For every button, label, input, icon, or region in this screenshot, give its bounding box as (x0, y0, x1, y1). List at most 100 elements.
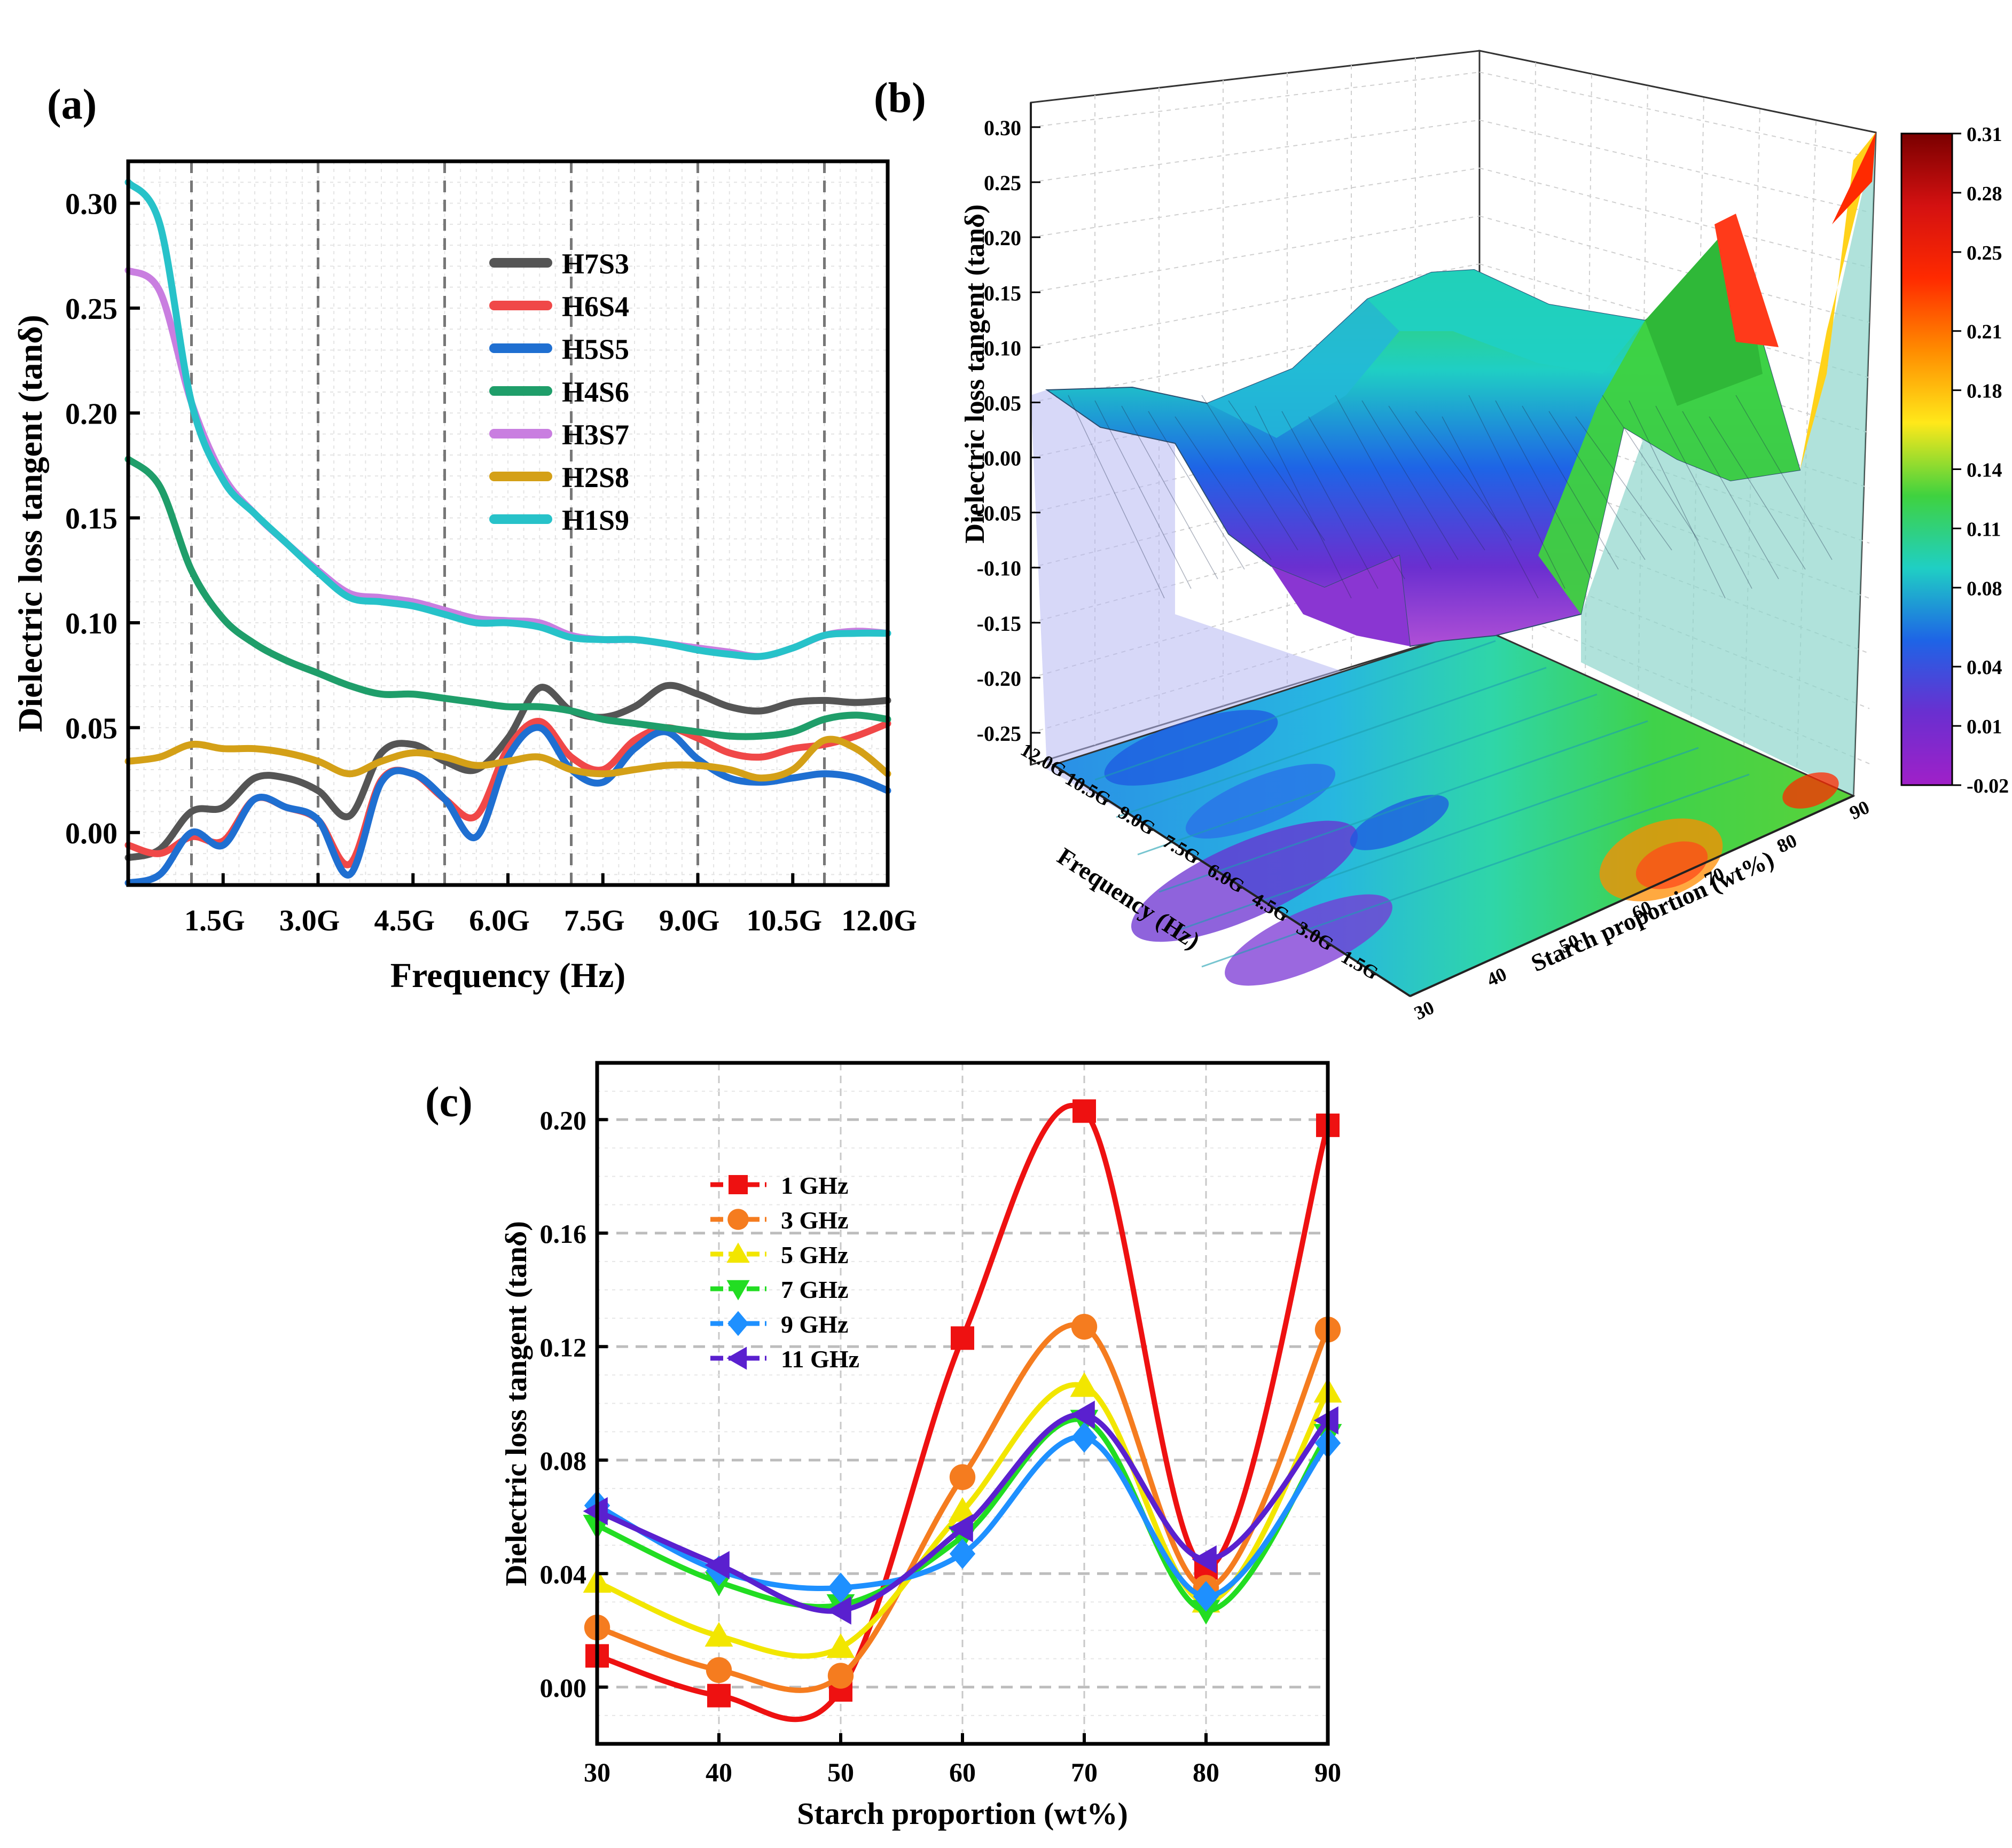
c-x-tick-label: 30 (584, 1757, 610, 1787)
b-floor-contour-blob (1782, 772, 1839, 809)
a-y-tick-label: 0.25 (65, 293, 118, 326)
b-surface-mesh-line (1629, 400, 1726, 599)
c-data-point-11-ghz (1070, 1400, 1095, 1429)
a-x-tick-label: 1.5G (184, 904, 245, 937)
c-legend-marker (729, 1175, 748, 1194)
b-colorbar-tick-label: 0.14 (1967, 459, 2002, 481)
b-surface-mesh-line (1388, 405, 1485, 551)
a-legend-label: H5S5 (562, 333, 629, 365)
a-series-line-h2s8 (124, 735, 891, 782)
b-colorbar-tick-label: 0.28 (1967, 183, 2002, 205)
c-data-point-3-ghz (1071, 1313, 1098, 1340)
b-surface-mesh-line (1442, 416, 1539, 599)
c-data-point-1-ghz (707, 1683, 731, 1708)
b-wall-gridline (1479, 167, 1870, 268)
a-legend-label: H3S7 (562, 419, 629, 451)
b-floor-contour-line (1094, 640, 1496, 781)
a-series-line-h7s3 (124, 682, 891, 862)
a-y-tick-label: 0.05 (65, 712, 118, 745)
a-y-tick-label: 0.30 (65, 188, 118, 221)
b-z-tick-label: -0.20 (977, 667, 1021, 691)
a-y-tick-label: 0.15 (65, 503, 118, 536)
c-series (583, 1099, 1342, 1722)
b-surface-mesh-line (1228, 400, 1325, 541)
b-starch-tick-label: 90 (1846, 796, 1873, 824)
b-floor-contour-line (1137, 693, 1598, 856)
c-data-point-3-ghz (827, 1663, 854, 1689)
b-z-tick-label: -0.05 (977, 502, 1021, 526)
c-x-tick-label: 60 (949, 1757, 976, 1787)
c-legend-label: 11 GHz (781, 1345, 859, 1373)
panel-b: (b) 0.30 0.25 0.20 0.15 0.10 0.05 0.00 -0.05 -0.… (874, 50, 2009, 1024)
c-legend-label: 1 GHz (781, 1172, 848, 1199)
c-legend-label: 3 GHz (781, 1207, 848, 1234)
b-surface-mesh-line (1068, 395, 1165, 599)
b-surface-mesh-line (1575, 416, 1672, 551)
panel-label-b: (b) (874, 75, 926, 122)
c-x-tick-label: 50 (827, 1757, 854, 1787)
c-series-line-7-ghz (596, 1416, 1330, 1614)
b-surface-mesh-line (1655, 405, 1752, 589)
c-gridlines (596, 1062, 1329, 1744)
c-x-tick-label: 80 (1193, 1757, 1219, 1787)
b-surface-mesh-line (1335, 395, 1432, 570)
c-legend-label: 9 GHz (781, 1311, 848, 1338)
b-surface-edge-red (1832, 132, 1876, 224)
b-wall-gridline (1030, 167, 1480, 238)
b-colorbar-tick-label: 0.21 (1967, 321, 2002, 343)
a-legend-label: H4S6 (562, 376, 629, 408)
c-data-point-5-ghz (1070, 1372, 1099, 1397)
b-surface-mesh-line (1735, 395, 1833, 560)
b-surface-mesh-line (1308, 416, 1405, 580)
c-data-point-5-ghz (948, 1497, 977, 1522)
b-z-tick-label: 0.20 (984, 226, 1021, 250)
b-colorbar-tick-label: 0.18 (1967, 380, 2002, 403)
b-surface-mesh-line (1415, 411, 1512, 541)
b-surface-mesh-line (1201, 395, 1298, 551)
b-surface-mesh-line (1602, 395, 1699, 541)
b-z-tick-label: 0.25 (984, 171, 1021, 195)
a-x-tick-label: 7.5G (564, 904, 625, 937)
b-wall-gridline (1479, 119, 1870, 213)
c-legend-marker (726, 1242, 750, 1263)
b-surface-mesh-line (1255, 405, 1352, 599)
b-surface-edge-yellow (1800, 132, 1876, 470)
a-y-tick-label: 0.10 (65, 607, 118, 640)
c-data-point-1-ghz (951, 1326, 974, 1350)
a-legend-label: H1S9 (562, 504, 629, 536)
b-colorbar (1900, 132, 1953, 786)
a-series-line-h1s9 (124, 178, 891, 660)
panel-label-a: (a) (47, 81, 97, 128)
a-x-tick-label: 3.0G (279, 904, 340, 937)
b-floor-contour-line (1201, 773, 1750, 968)
b-floor-contour-line (1180, 747, 1699, 930)
b-floor-contour-blob (1131, 820, 1358, 942)
a-y-tick-label: 0.20 (65, 397, 118, 430)
b-wall-gridline (1479, 215, 1870, 323)
b-floor-contour-blob (1350, 795, 1449, 850)
b-z-tick-label: 0.00 (984, 447, 1021, 471)
b-surface-slope (1207, 299, 1399, 438)
c-y-tick-label: 0.08 (540, 1446, 587, 1476)
c-legend: 1 GHz 3 GHz 5 GHz 7 GHz 9 GHz 11 GHz (710, 1172, 859, 1373)
c-y-axis-title: Dielectric loss tangent (tanδ) (500, 1221, 533, 1586)
b-z-tick-label: -0.15 (977, 612, 1021, 636)
panel-label-c: (c) (425, 1079, 473, 1126)
b-colorbar-tick-label: 0.31 (1967, 123, 2002, 146)
c-x-tick-label: 90 (1314, 1757, 1341, 1787)
a-legend-label: H7S3 (562, 248, 629, 280)
c-ticks: 0.00 0.04 0.08 0.12 0.16 0.20 30 40 50 60 70 80 90 (540, 1105, 1342, 1787)
b-starch-tick-label: 30 (1411, 997, 1437, 1024)
b-floor-contour-line (1158, 720, 1648, 893)
b-colorbar-tick-label: -0.02 (1967, 775, 2009, 797)
a-y-axis-title: Dielectric loss tangent (tanδ) (11, 315, 49, 732)
b-starch-tick-label: 80 (1774, 829, 1800, 857)
c-y-tick-label: 0.16 (540, 1219, 587, 1249)
c-series-line-3-ghz (596, 1322, 1330, 1693)
b-starch-tick-label: 40 (1483, 963, 1510, 990)
b-colorbar-tick-label: 0.04 (1967, 656, 2002, 679)
c-data-point-9-ghz (949, 1538, 976, 1569)
c-data-point-5-ghz (704, 1622, 733, 1647)
b-z-tick-label: 0.10 (984, 336, 1021, 360)
b-surface-mesh-line (1548, 411, 1646, 560)
